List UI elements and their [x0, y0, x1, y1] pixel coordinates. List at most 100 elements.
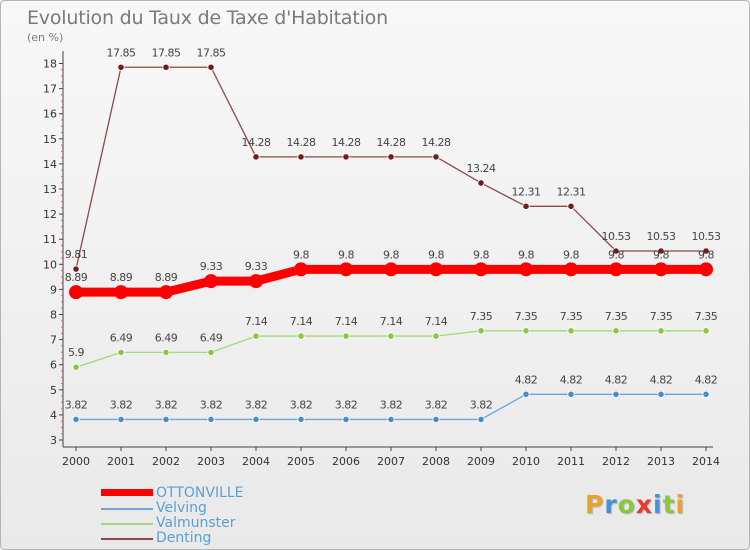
data-label-valmunster: 7.14 — [380, 315, 403, 328]
y-tick-label: 18 — [43, 58, 57, 71]
data-point-velving — [162, 415, 170, 424]
data-point-ottonville — [474, 262, 488, 277]
data-point-ottonville — [699, 262, 713, 277]
data-label-ottonville: 9.8 — [698, 248, 714, 261]
chart-subtitle: (en %) — [27, 31, 64, 44]
data-point-denting — [477, 179, 485, 187]
data-point-valmunster — [702, 327, 710, 335]
x-tick-label: 2000 — [62, 455, 90, 468]
data-label-velving: 3.82 — [155, 398, 178, 411]
data-label-valmunster: 7.35 — [560, 310, 583, 323]
data-label-ottonville: 9.8 — [473, 248, 489, 261]
data-label-denting: 14.28 — [332, 136, 361, 149]
y-tick-label: 9 — [50, 283, 57, 296]
data-label-ottonville: 9.33 — [245, 260, 268, 273]
legend-item-denting: Denting — [101, 530, 401, 546]
data-point-velving — [612, 390, 620, 398]
data-point-velving — [72, 415, 80, 424]
data-label-ottonville: 9.8 — [608, 248, 624, 261]
x-tick-label: 2007 — [377, 455, 405, 468]
data-point-denting — [162, 63, 170, 71]
data-point-valmunster — [612, 327, 620, 335]
legend-label: Denting — [156, 530, 212, 546]
data-label-ottonville: 9.8 — [383, 248, 399, 261]
data-label-valmunster: 7.35 — [605, 310, 628, 323]
data-label-ottonville: 9.8 — [338, 248, 354, 261]
data-label-denting: 12.31 — [512, 185, 541, 198]
data-label-ottonville: 9.8 — [293, 248, 309, 261]
data-label-ottonville: 8.89 — [65, 271, 88, 284]
legend-item-ottonville: OTTONVILLE — [101, 485, 401, 501]
data-label-velving: 3.82 — [110, 398, 133, 411]
legend: OTTONVILLE Velving Valmunster Denting — [101, 485, 401, 546]
data-point-ottonville — [294, 262, 308, 277]
data-label-denting: 14.28 — [242, 136, 271, 149]
data-point-velving — [342, 415, 350, 424]
legend-swatch — [101, 523, 153, 525]
data-point-ottonville — [159, 285, 173, 300]
data-point-valmunster — [567, 327, 575, 335]
data-point-valmunster — [72, 363, 80, 371]
data-label-velving: 3.82 — [335, 398, 358, 411]
data-label-velving: 3.82 — [425, 398, 448, 411]
data-label-ottonville: 9.8 — [518, 248, 534, 261]
x-tick-label: 2014 — [692, 455, 720, 468]
data-label-valmunster: 7.35 — [515, 310, 538, 323]
y-tick-label: 10 — [43, 258, 57, 271]
data-point-denting — [297, 153, 305, 161]
y-tick-label: 13 — [43, 183, 57, 196]
data-point-velving — [117, 415, 125, 424]
data-label-valmunster: 7.35 — [650, 310, 673, 323]
data-point-ottonville — [654, 262, 668, 277]
x-tick-label: 2001 — [107, 455, 135, 468]
data-label-valmunster: 7.35 — [695, 310, 718, 323]
x-tick-label: 2010 — [512, 455, 540, 468]
data-point-denting — [567, 202, 575, 210]
x-tick-label: 2003 — [197, 455, 225, 468]
proxiti-logo: Proxiti — [585, 490, 686, 519]
legend-swatch — [101, 538, 153, 540]
data-point-valmunster — [297, 332, 305, 340]
x-tick-label: 2008 — [422, 455, 450, 468]
data-label-velving: 4.82 — [650, 373, 673, 386]
data-point-ottonville — [69, 285, 83, 300]
data-label-valmunster: 7.14 — [245, 315, 268, 328]
legend-label: Velving — [156, 500, 207, 516]
legend-item-valmunster: Valmunster — [101, 515, 401, 531]
legend-swatch — [101, 489, 153, 496]
data-point-velving — [252, 415, 260, 424]
data-point-velving — [477, 415, 485, 424]
x-tick-label: 2004 — [242, 455, 270, 468]
data-label-valmunster: 7.35 — [470, 310, 493, 323]
legend-swatch — [101, 508, 153, 510]
data-point-valmunster — [207, 348, 215, 357]
data-label-valmunster: 7.14 — [290, 315, 313, 328]
y-tick-label: 4 — [50, 409, 57, 422]
data-label-ottonville: 9.8 — [428, 248, 444, 261]
data-point-velving — [387, 415, 395, 424]
data-label-denting: 17.85 — [152, 46, 181, 59]
data-point-denting — [432, 153, 440, 161]
data-point-denting — [522, 202, 530, 210]
data-point-velving — [567, 390, 575, 398]
data-point-valmunster — [477, 327, 485, 335]
data-label-ottonville: 9.8 — [653, 248, 669, 261]
y-tick-label: 5 — [50, 384, 57, 397]
data-point-valmunster — [117, 348, 125, 357]
y-tick-label: 15 — [43, 133, 57, 146]
data-point-denting — [342, 153, 350, 161]
y-tick-label: 11 — [43, 233, 57, 246]
y-tick-label: 12 — [43, 208, 57, 221]
data-label-denting: 14.28 — [422, 136, 451, 149]
data-label-denting: 12.31 — [557, 185, 586, 198]
legend-label: Valmunster — [156, 515, 236, 531]
y-tick-label: 6 — [50, 359, 57, 372]
data-point-valmunster — [657, 327, 665, 335]
data-point-denting — [612, 247, 620, 255]
data-label-velving: 3.82 — [200, 398, 223, 411]
data-point-ottonville — [609, 262, 623, 277]
data-label-velving: 3.82 — [470, 398, 493, 411]
x-tick-label: 2011 — [557, 455, 585, 468]
data-label-velving: 4.82 — [515, 373, 538, 386]
